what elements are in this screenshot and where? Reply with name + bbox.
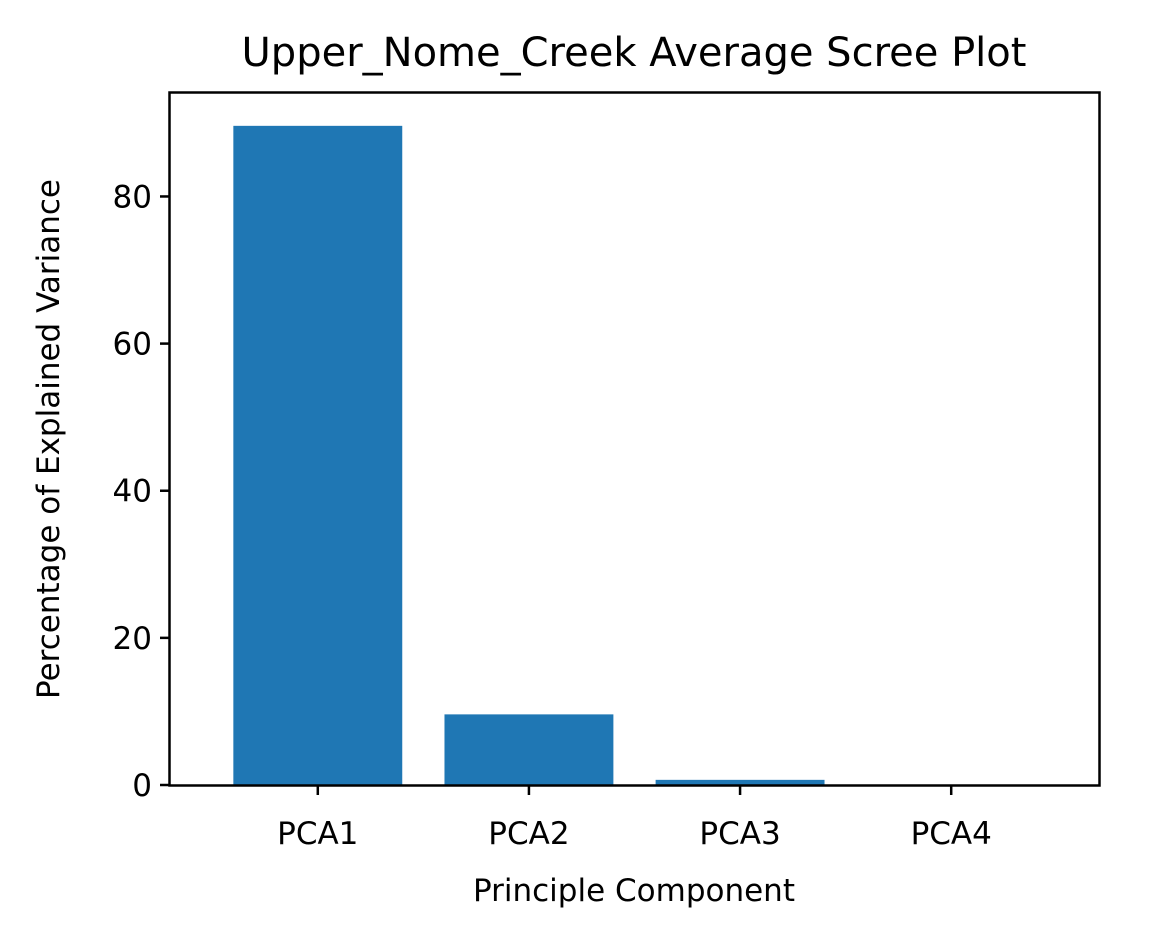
x-axis-label: Principle Component — [473, 873, 795, 909]
x-tick-label-pca3: PCA3 — [699, 816, 780, 852]
bar-pca2 — [444, 714, 614, 785]
x-axis-ticks: PCA1 PCA2 PCA3 PCA4 — [277, 785, 992, 852]
x-tick-label-pca2: PCA2 — [488, 816, 569, 852]
y-tick-label: 40 — [113, 474, 152, 510]
x-tick-label-pca1: PCA1 — [277, 816, 358, 852]
plot-frame — [168, 91, 1101, 787]
y-tick-label: 80 — [113, 179, 152, 215]
bar-pca3 — [655, 779, 825, 785]
chart-title: Upper_Nome_Creek Average Scree Plot — [242, 30, 1027, 76]
bars-group — [233, 125, 1036, 786]
y-axis-label: Percentage of Explained Variance — [31, 179, 67, 699]
y-axis-ticks: 0 20 40 60 80 — [113, 179, 170, 804]
bar-pca1 — [233, 125, 403, 786]
y-tick-label: 0 — [132, 768, 152, 804]
y-tick-label: 60 — [113, 327, 152, 363]
x-tick-label-pca4: PCA4 — [911, 816, 992, 852]
y-tick-label: 20 — [113, 621, 152, 657]
